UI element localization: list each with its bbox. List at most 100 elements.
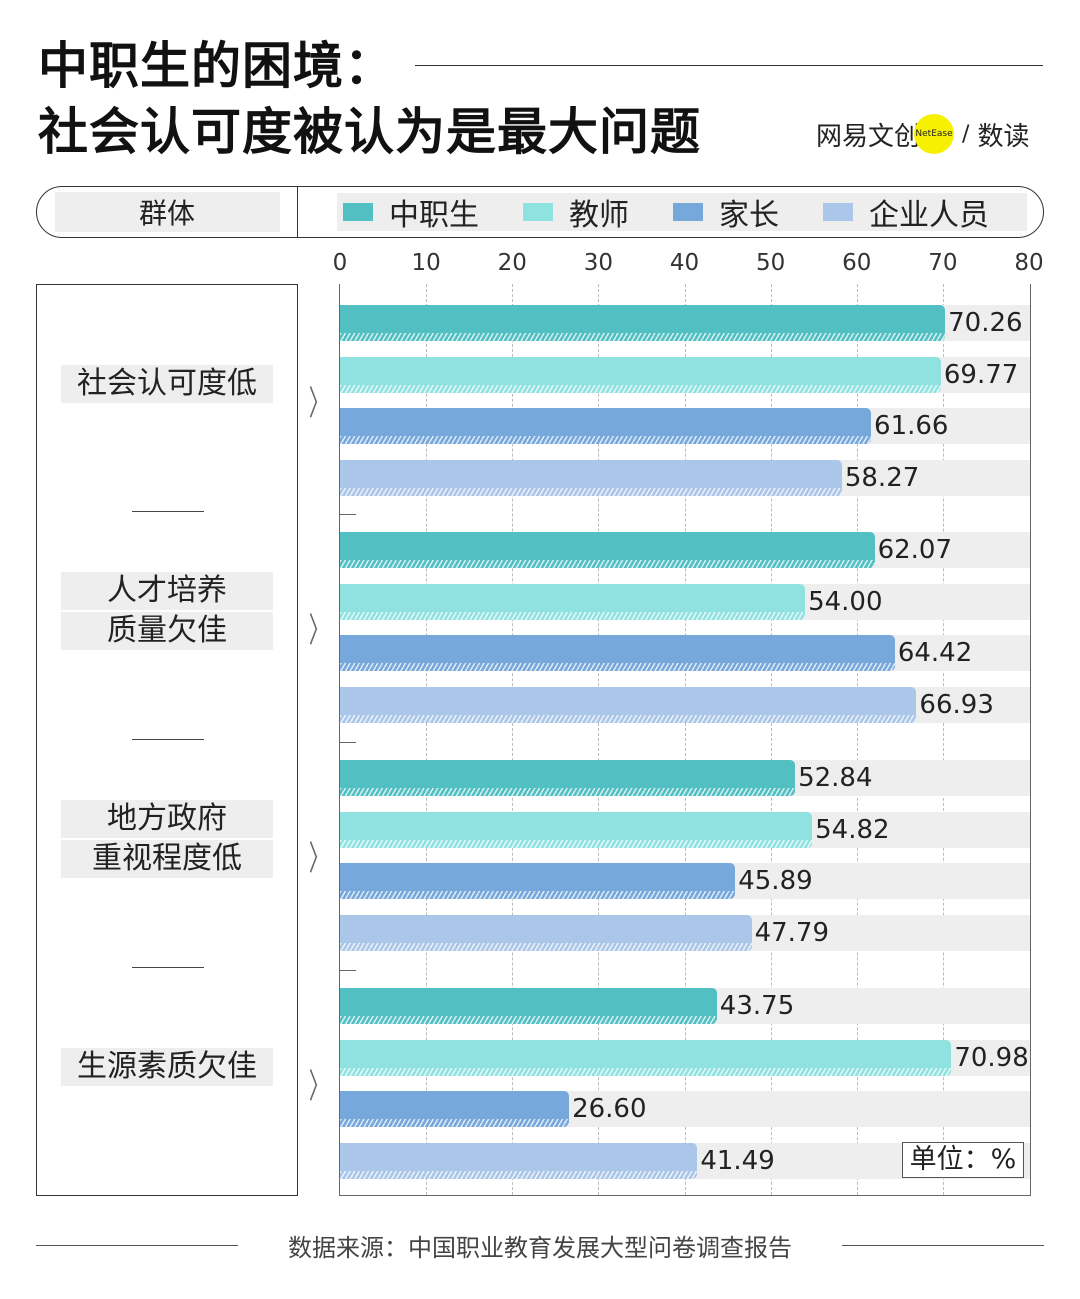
unit-label: 单位：% <box>902 1142 1024 1178</box>
bar-hatch <box>340 1170 698 1179</box>
data-label: 70.98 <box>954 1042 1029 1073</box>
bar-hatch <box>340 891 736 899</box>
bar <box>340 459 842 496</box>
bar-fill <box>340 356 941 385</box>
category-label: 地方政府 重视程度低 <box>61 800 273 880</box>
gridline <box>942 284 944 1195</box>
logo-slash: / <box>962 121 970 147</box>
x-tick-label: 40 <box>669 250 700 276</box>
bar-hatch <box>340 1016 717 1024</box>
category-label: 人才培养 质量欠佳 <box>61 572 273 652</box>
bar <box>340 988 717 1024</box>
gridline <box>512 284 514 1195</box>
bar-hatch <box>340 1119 570 1127</box>
bar-hatch <box>340 714 917 723</box>
data-label: 69.77 <box>943 359 1019 390</box>
legend-label: 企业人员 <box>869 198 989 233</box>
data-label: 26.60 <box>572 1094 647 1124</box>
bar-fill <box>340 1039 952 1068</box>
legend-item: 企业人员 <box>823 190 989 234</box>
group-tick <box>340 742 356 743</box>
title-line-2: 社会认可度被认为是最大问题 <box>38 103 701 161</box>
x-tick-label: 80 <box>1014 250 1044 276</box>
bar-fill <box>340 1091 570 1119</box>
bar <box>340 863 736 899</box>
data-label: 45.89 <box>738 866 813 896</box>
gridline <box>770 284 772 1195</box>
bar <box>340 1039 952 1076</box>
bar <box>340 356 941 393</box>
data-label: 62.07 <box>877 535 952 565</box>
bar-hatch <box>340 663 895 671</box>
group-tick <box>340 514 356 515</box>
bar <box>340 408 872 444</box>
data-label: 66.93 <box>919 689 994 720</box>
category-label-line: 生源素质欠佳 <box>61 1048 273 1086</box>
data-label: 47.79 <box>754 917 830 948</box>
category-label-line: 地方政府 <box>61 800 273 838</box>
legend-swatch <box>823 203 853 221</box>
legend-label: 家长 <box>719 198 779 233</box>
bar-hatch <box>340 384 941 393</box>
bar-hatch <box>340 839 813 848</box>
data-label: 61.66 <box>874 411 949 441</box>
bar-fill <box>340 686 917 715</box>
x-tick-label: 20 <box>497 250 527 276</box>
bar-fill <box>340 811 813 840</box>
category-separator <box>132 967 204 968</box>
gridline <box>598 284 600 1195</box>
source-rule-right <box>842 1245 1044 1246</box>
bar <box>340 635 895 671</box>
category-separator <box>132 511 204 512</box>
logo-text: 网易文创 <box>816 121 921 152</box>
group-tick <box>340 970 356 971</box>
legend-item: 中职生 <box>343 190 479 234</box>
bar-hatch <box>340 560 875 568</box>
source-note: 数据来源：中国职业教育发展大型问卷调查报告 <box>0 1228 1080 1263</box>
plot-area: 70.26 69.77 61.66 58.27 62.07 54.00 64.42 66.93… <box>339 284 1031 1196</box>
gridline <box>856 284 858 1195</box>
bar-hatch <box>340 1067 952 1076</box>
bar-hatch <box>340 333 946 341</box>
bar-hatch <box>340 788 796 796</box>
bar-fill <box>340 988 717 1016</box>
bar-fill <box>340 305 946 333</box>
bar <box>340 583 806 620</box>
bar <box>340 305 946 341</box>
bar-hatch <box>340 942 752 951</box>
source-text: 数据来源：中国职业教育发展大型问卷调查报告 <box>274 1234 806 1262</box>
legend-label: 教师 <box>569 198 629 233</box>
legend-swatch <box>343 203 373 221</box>
legend-swatch <box>673 203 703 221</box>
data-label: 54.82 <box>815 814 890 845</box>
category-label-line: 质量欠佳 <box>61 612 273 650</box>
data-label: 70.26 <box>948 308 1023 338</box>
chevron-right-icon: 〉 <box>308 611 330 651</box>
bar-hatch <box>340 436 872 444</box>
chevron-right-icon: 〉 <box>308 1067 330 1107</box>
legend-swatch <box>523 203 553 221</box>
x-tick-label: 50 <box>755 250 786 276</box>
bar <box>340 760 796 796</box>
gridline <box>684 284 686 1195</box>
gridline <box>426 284 428 1195</box>
bar-hatch <box>340 487 842 496</box>
group-header: 群体 <box>37 187 298 237</box>
bar-fill <box>340 1142 698 1171</box>
x-tick-label: 10 <box>411 250 441 276</box>
bar-fill <box>340 532 875 560</box>
bar-fill <box>340 583 806 612</box>
bar <box>340 1142 698 1179</box>
data-label: 64.42 <box>897 638 973 668</box>
data-label: 58.27 <box>844 462 920 493</box>
bar <box>340 686 917 723</box>
bar-hatch <box>340 611 806 620</box>
x-tick-label: 30 <box>583 250 614 276</box>
chevron-right-icon: 〉 <box>308 384 330 424</box>
chevron-right-icon: 〉 <box>308 839 330 879</box>
category-label-line: 社会认可度低 <box>61 365 273 403</box>
x-tick-label: 0 <box>332 250 348 276</box>
category-label-line: 重视程度低 <box>61 840 273 878</box>
title-line-1: 中职生的困境： <box>38 37 395 95</box>
legend-item: 家长 <box>673 190 779 234</box>
